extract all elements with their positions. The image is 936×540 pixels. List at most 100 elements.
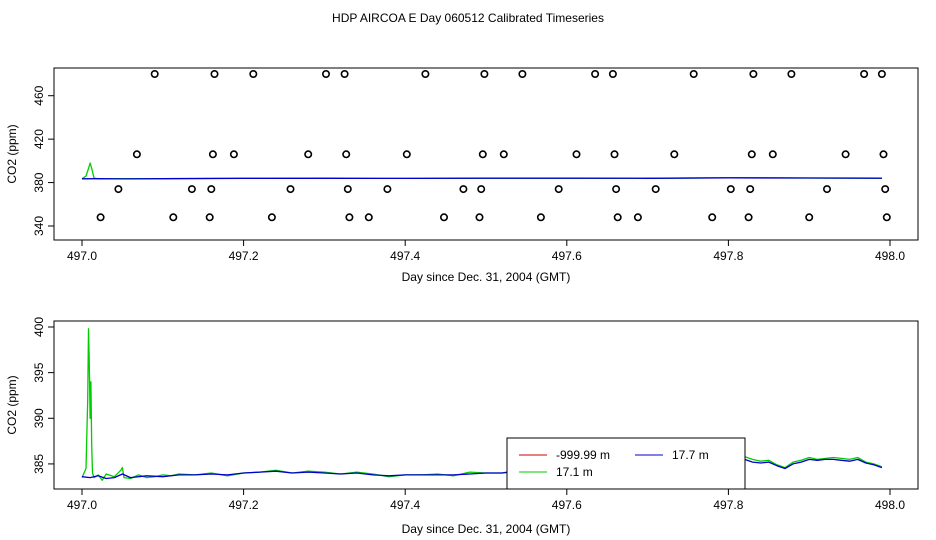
x-tick-label: 497.2 [229,249,259,263]
series-line-bottom-1 [81,328,883,481]
data-point [96,213,105,222]
data-point [749,70,758,79]
y-tick-label: 340 [32,216,46,236]
data-point [822,185,831,194]
data-point [591,70,600,79]
data-point [554,185,563,194]
data-point [480,70,489,79]
legend: -999.99 m 17.7 m 17.1 m [506,437,746,490]
panel-top-x-axis: 497.0 497.2 497.4 497.6 497.8 498.0 [67,240,905,263]
data-point [421,70,430,79]
data-point [670,150,679,159]
legend-entry-3: 17.1 m [556,465,593,479]
data-point [877,70,886,79]
data-point [249,70,258,79]
data-point [746,185,755,194]
y-tick-label: 380 [32,172,46,192]
y-tick-label: 460 [32,85,46,105]
data-point [439,213,448,222]
panel-bottom-xlabel: Day since Dec. 31, 2004 (GMT) [402,522,571,536]
x-tick-label: 497.6 [552,498,582,512]
data-point [383,185,392,194]
data-point [402,150,411,159]
panel-top-points [96,70,891,222]
x-tick-label: 497.2 [229,498,259,512]
data-point [205,213,214,222]
data-point [499,150,508,159]
panel-top: 497.0 497.2 497.4 497.6 497.8 498.0 340 380 420… [5,67,919,284]
x-tick-label: 497.4 [390,498,420,512]
y-tick-label: 400 [32,317,46,337]
panel-top-xlabel: Day since Dec. 31, 2004 (GMT) [402,270,571,284]
data-point [708,213,717,222]
chart-title: HDP AIRCOA E Day 060512 Calibrated Times… [332,11,604,25]
panel-top-ylabel: CO2 (ppm) [5,124,19,183]
data-point [229,150,238,159]
panel-bottom-series [81,328,883,481]
data-point [613,213,622,222]
data-point [747,150,756,159]
panel-bottom-frame [53,320,919,490]
y-tick-label: 420 [32,129,46,149]
data-point [860,70,869,79]
x-tick-label: 497.8 [713,249,743,263]
data-point [478,150,487,159]
data-point [132,150,141,159]
panel-top-frame [53,67,919,241]
x-tick-label: 497.0 [67,249,97,263]
series-line-bottom-2 [81,458,883,480]
data-point [477,185,486,194]
panel-bottom-ylabel: CO2 (ppm) [5,375,19,434]
data-point [459,185,468,194]
data-point [612,185,621,194]
panel-bottom: 497.0 497.2 497.4 497.6 497.8 498.0 385 390 395… [5,317,919,536]
x-tick-label: 497.6 [552,249,582,263]
legend-entry-1: -999.99 m [556,448,610,462]
data-point [321,70,330,79]
y-tick-label: 390 [32,408,46,428]
data-point [882,213,891,222]
data-point [150,70,159,79]
series-line-top-1 [81,162,882,180]
data-point [610,150,619,159]
data-point [340,70,349,79]
data-point [841,150,850,159]
data-point [805,213,814,222]
data-point [208,150,217,159]
data-point [169,213,178,222]
data-point [207,185,216,194]
panel-bottom-x-axis: 497.0 497.2 497.4 497.6 497.8 498.0 [67,489,905,512]
data-point [343,185,352,194]
x-tick-label: 497.0 [67,498,97,512]
x-tick-label: 497.4 [390,249,420,263]
data-point [364,213,373,222]
data-point [286,185,295,194]
data-point [342,150,351,159]
x-tick-label: 498.0 [875,249,905,263]
data-point [187,185,196,194]
data-point [304,150,313,159]
panel-top-series [81,162,882,180]
data-point [768,150,777,159]
data-point [536,213,545,222]
data-point [879,150,888,159]
panel-top-y-axis: 340 380 420 460 [32,85,54,236]
data-point [651,185,660,194]
data-point [114,185,123,194]
data-point [633,213,642,222]
data-point [572,150,581,159]
data-point [787,70,796,79]
data-point [689,70,698,79]
data-point [726,185,735,194]
series-line-top-2 [81,177,882,180]
data-point [210,70,219,79]
data-point [608,70,617,79]
y-tick-label: 395 [32,362,46,382]
data-point [881,185,890,194]
data-point [267,213,276,222]
data-point [518,70,527,79]
data-point [345,213,354,222]
data-point [744,213,753,222]
panel-bottom-y-axis: 385 390 395 400 [32,317,54,474]
